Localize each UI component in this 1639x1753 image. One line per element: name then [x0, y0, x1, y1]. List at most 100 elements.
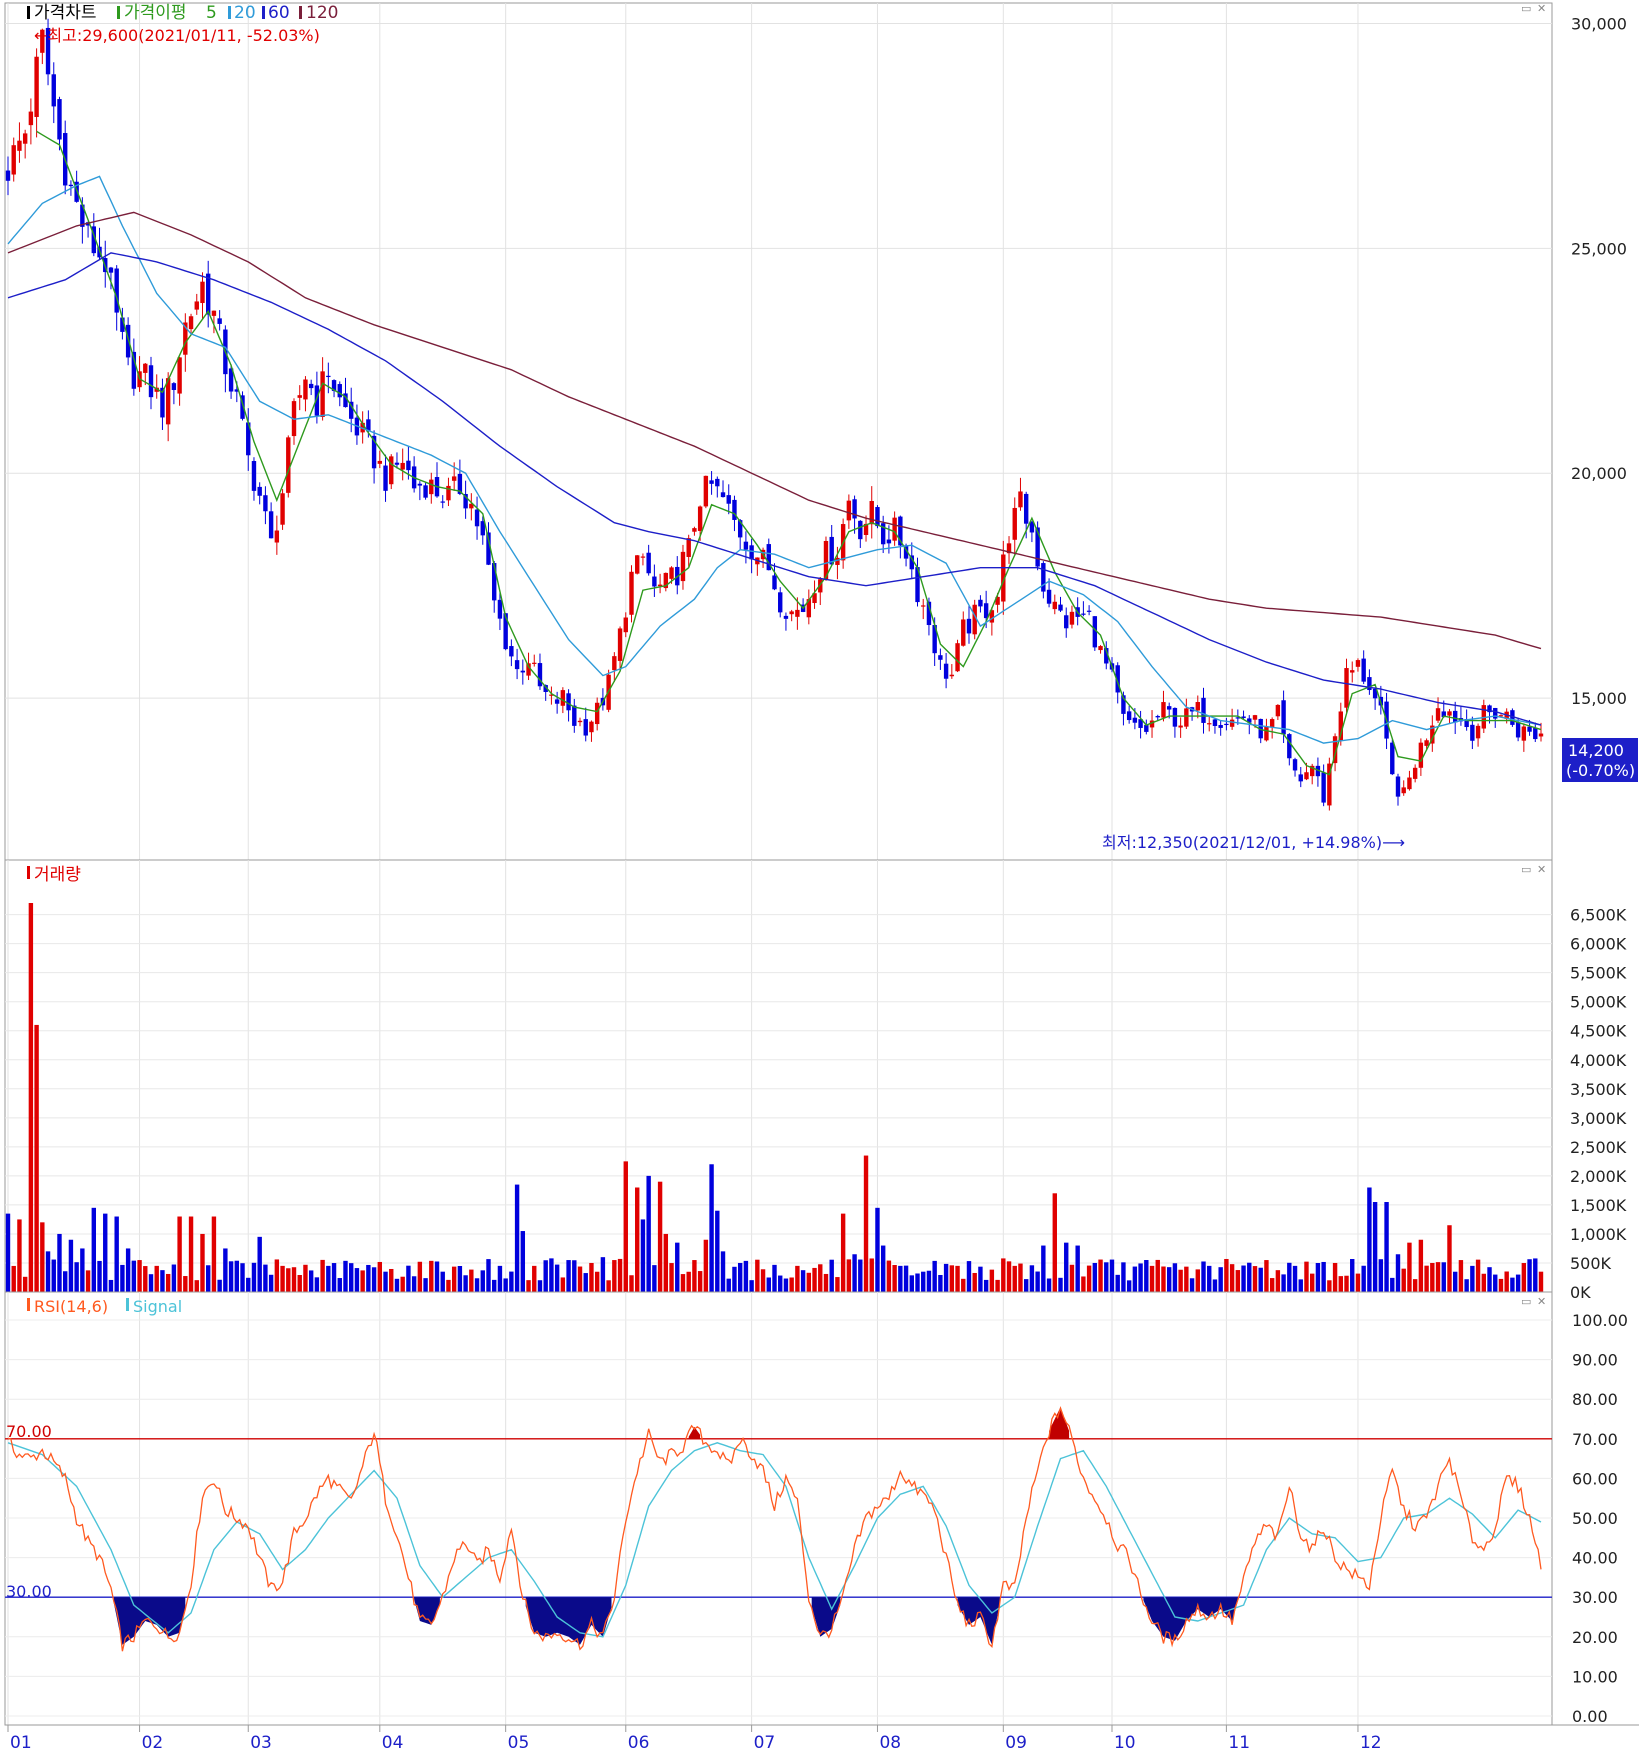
volume-bar [1281, 1274, 1286, 1292]
volume-bar [492, 1279, 497, 1292]
candle-body [1304, 772, 1309, 780]
volume-bar [566, 1260, 571, 1292]
volume-bar [1041, 1245, 1046, 1292]
candle-body [217, 318, 222, 324]
candle-body [543, 685, 548, 692]
volume-bar [680, 1274, 686, 1292]
volume-bar [1207, 1265, 1212, 1292]
candle-body [612, 656, 617, 671]
candle-body [45, 27, 51, 75]
candle-body [1338, 711, 1343, 741]
moving-average-120 [7, 211, 1542, 650]
volume-bar [434, 1261, 440, 1292]
volume-bar [835, 1277, 840, 1292]
candle-body [955, 643, 960, 672]
volume-bar [474, 1278, 480, 1292]
candle-body [1201, 697, 1206, 723]
volume-bar [623, 1161, 628, 1292]
candle-body [349, 401, 354, 419]
volume-bar [183, 1276, 188, 1292]
candle-body [1538, 733, 1544, 737]
candle-body [594, 702, 600, 725]
signal-line [7, 1442, 1542, 1638]
price-panel[interactable]: 30,000 25,000 20,000 15,000 가격차트 가격이평 5 20 … [4, 2, 1638, 861]
volume-bar [1155, 1259, 1160, 1292]
volume-panel-background [4, 859, 1553, 1293]
volume-bar [45, 1251, 51, 1292]
candle-body [1412, 767, 1418, 779]
candle-body [629, 571, 634, 615]
candle-body [532, 662, 537, 664]
volume-bar [377, 1261, 383, 1292]
moving-average-5 [36, 130, 1542, 776]
candle-body [40, 29, 45, 53]
volume-bar [91, 1207, 97, 1292]
volume-bar [577, 1266, 583, 1292]
volume-bar [308, 1270, 314, 1292]
candle-body [703, 475, 709, 507]
volume-bar [629, 1275, 634, 1292]
price-close-button[interactable]: ✕ [1537, 2, 1546, 15]
rsi-close-button[interactable]: ✕ [1537, 1295, 1546, 1308]
volume-bar [961, 1278, 966, 1292]
rsi-panel[interactable]: 100.00 90.00 80.00 70.00 60.00 50.00 40.00 30.0… [4, 1291, 1628, 1726]
candle-body [200, 281, 205, 304]
candle-body [1121, 695, 1126, 714]
volume-bar [760, 1269, 766, 1292]
price-axis: 30,000 25,000 20,000 15,000 [1571, 15, 1627, 709]
legend-marker-120 [299, 6, 302, 19]
volume-bar [989, 1269, 995, 1292]
candle-body [263, 495, 268, 512]
volume-bar [697, 1271, 703, 1292]
candle-body [394, 462, 400, 465]
candle-body [1487, 705, 1492, 713]
volume-bar [446, 1279, 451, 1292]
volume-bar [1018, 1263, 1023, 1292]
candle-body [978, 599, 983, 607]
candle-body [1172, 707, 1178, 727]
candle-body [1493, 707, 1498, 719]
candle-body [206, 273, 211, 315]
legend-ma-5: 5 [206, 3, 217, 23]
volume-bar [703, 1239, 709, 1292]
rsi-grid [5, 1292, 1552, 1725]
volume-bar [1064, 1242, 1069, 1292]
legend-ma-20: 20 [234, 3, 256, 23]
candle-body [503, 613, 508, 650]
price-legend: 가격차트 가격이평 5 20 60 120 [27, 3, 338, 23]
volume-close-button[interactable]: ✕ [1537, 863, 1546, 876]
volume-minimize-button[interactable]: ▭ [1521, 863, 1531, 876]
rsi-minimize-button[interactable]: ▭ [1521, 1295, 1531, 1308]
volume-bar [800, 1270, 806, 1292]
volume-bar [846, 1259, 852, 1292]
volume-bar [1075, 1245, 1080, 1292]
candle-body [1069, 611, 1075, 625]
volume-bar [263, 1264, 268, 1292]
volume-bar [154, 1265, 159, 1292]
rsi-tick-label: 30.00 [1572, 1588, 1618, 1607]
legend-marker-60 [262, 6, 265, 19]
volume-bar [1172, 1263, 1178, 1292]
volume-bar [1538, 1271, 1544, 1292]
volume-panel[interactable]: 6,500K 6,000K 5,500K 5,000K 4,500K 4,000K 3,50… [4, 859, 1627, 1302]
low-price-annotation: 최저:12,350(2021/12/01, +14.98%)⟶ [1102, 833, 1405, 852]
candle-body [863, 523, 869, 535]
candle-body [983, 603, 989, 619]
volume-bar [303, 1264, 308, 1292]
candle-body [183, 322, 188, 355]
candle-body [400, 462, 405, 470]
volume-bar [1452, 1271, 1458, 1292]
candle-body [686, 538, 691, 557]
candle-body [143, 363, 148, 373]
candle-body [1395, 776, 1401, 797]
volume-bar [520, 1231, 526, 1292]
candle-body [1430, 725, 1435, 744]
volume-bar [1338, 1276, 1343, 1292]
legend-marker-20 [228, 6, 231, 19]
candle-body [469, 503, 474, 509]
volume-bar [995, 1279, 1000, 1292]
moving-average-20 [7, 175, 1542, 744]
price-minimize-button[interactable]: ▭ [1521, 2, 1531, 15]
candle-body [366, 419, 371, 432]
